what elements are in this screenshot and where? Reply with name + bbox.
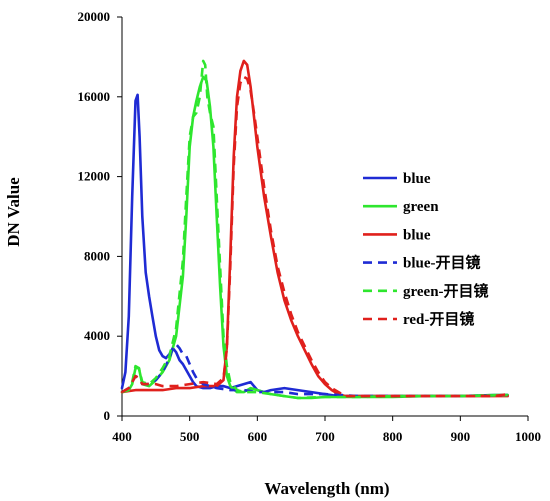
x-tick-label: 500 xyxy=(180,429,200,444)
legend-label: red-开目镜 xyxy=(403,310,474,328)
x-tick-label: 600 xyxy=(248,429,268,444)
axes: 400 500 600 700 800 900 1000 0 4000 8000 12000 1600… xyxy=(78,9,542,444)
x-tick-label: 800 xyxy=(383,429,403,444)
legend-label: green-开目镜 xyxy=(403,282,489,300)
legend-label: blue xyxy=(403,227,431,243)
x-tick-label: 400 xyxy=(112,429,132,444)
x-tick-label: 700 xyxy=(315,429,335,444)
series-line-2 xyxy=(120,59,509,398)
legend-label: green xyxy=(403,199,439,215)
legend-label: blue-开目镜 xyxy=(403,254,481,272)
y-tick-label: 8000 xyxy=(84,248,110,263)
series-line-5 xyxy=(121,75,508,398)
series-line-0 xyxy=(120,93,509,398)
series-line-4 xyxy=(121,59,508,400)
y-tick-label: 4000 xyxy=(84,328,110,343)
series-line-1 xyxy=(120,75,509,400)
series-lines xyxy=(120,59,509,400)
x-axis-title: Wavelength (nm) xyxy=(264,479,389,498)
legend-label: blue xyxy=(403,171,431,187)
x-tick-label: 900 xyxy=(451,429,471,444)
y-tick-label: 16000 xyxy=(78,89,111,104)
x-tick-label: 1000 xyxy=(515,429,541,444)
y-axis-title: DN Value xyxy=(4,177,23,247)
y-tick-label: 12000 xyxy=(78,169,111,184)
legend: blue green blue blue-开目镜 green-开目镜 red-开目镜 xyxy=(363,171,489,328)
y-tick-label: 0 xyxy=(104,408,111,423)
y-tick-label: 20000 xyxy=(78,9,111,24)
